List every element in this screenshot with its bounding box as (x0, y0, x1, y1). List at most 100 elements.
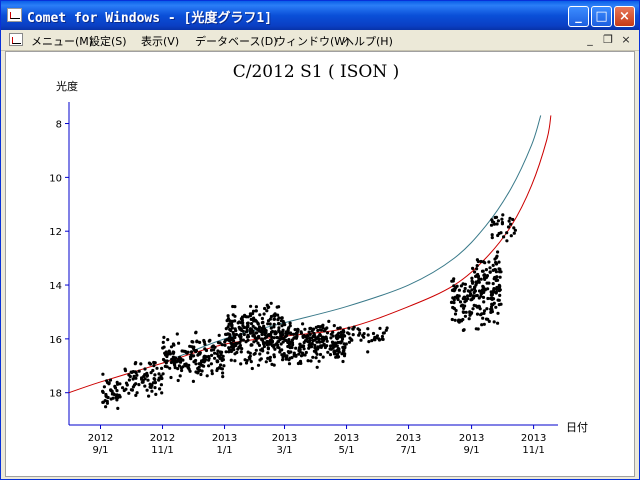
maximize-button[interactable]: □ (591, 6, 612, 27)
observation-point (210, 369, 214, 373)
menu-menu[interactable]: メニュー(M) (31, 35, 94, 48)
observation-point (143, 377, 147, 381)
observation-point (244, 340, 248, 344)
observation-point (235, 341, 240, 345)
observation-point (200, 359, 204, 363)
observation-point (224, 332, 228, 336)
observation-point (352, 325, 356, 329)
observation-point (453, 318, 457, 322)
observation-point (472, 303, 476, 307)
observation-point (261, 349, 265, 353)
mdi-restore-button[interactable]: ❐ (603, 33, 613, 46)
observation-point (263, 306, 267, 311)
observation-point (495, 222, 499, 226)
observation-point (223, 340, 227, 344)
observation-point (270, 335, 274, 339)
observation-point (277, 305, 281, 309)
title-bar[interactable]: Comet for Windows - [光度グラフ1] _ □ × (1, 1, 639, 30)
observation-point (494, 260, 498, 265)
observation-point (506, 225, 511, 229)
observation-point (256, 363, 261, 367)
observation-point (453, 312, 458, 316)
observation-point (221, 375, 225, 379)
observation-point (264, 360, 268, 364)
observation-point (112, 393, 117, 397)
observation-point (137, 369, 141, 373)
observation-point (318, 340, 322, 344)
observation-point (359, 338, 363, 342)
observation-point (450, 288, 455, 292)
observation-point (288, 321, 292, 325)
observation-point (260, 332, 264, 337)
observation-point (496, 311, 500, 315)
observation-point (238, 335, 242, 339)
observation-point (314, 336, 318, 341)
observation-point (490, 233, 494, 237)
observation-point (189, 357, 193, 361)
observation-point (262, 344, 266, 349)
observation-point (482, 322, 486, 326)
observation-point (485, 281, 489, 285)
observation-point (268, 317, 272, 321)
observation-point (177, 364, 181, 368)
app-icon[interactable] (7, 8, 22, 22)
observation-point (329, 344, 333, 348)
observation-point (179, 359, 183, 363)
observation-point (496, 321, 500, 325)
observation-point (490, 297, 494, 301)
observation-point (150, 389, 154, 393)
observation-point (463, 300, 467, 304)
observation-point (256, 336, 260, 340)
close-button[interactable]: × (614, 6, 635, 27)
y-tick-label: 12 (49, 227, 62, 238)
observation-point (105, 401, 109, 405)
observation-point (497, 298, 501, 302)
observation-point (336, 355, 341, 359)
minimize-button[interactable]: _ (568, 6, 589, 27)
observation-point (497, 267, 501, 271)
observation-point (164, 361, 168, 365)
observation-point (315, 365, 319, 369)
observation-point (249, 322, 254, 326)
observation-point (139, 362, 143, 366)
menu-database[interactable]: データベース(D) (195, 35, 278, 48)
observation-point (267, 356, 272, 360)
child-window-icon[interactable] (9, 33, 23, 46)
observation-point (481, 316, 485, 320)
menu-settings[interactable]: 設定(S) (89, 35, 127, 48)
observation-point (501, 213, 505, 217)
observation-point (228, 336, 232, 340)
y-tick-label: 14 (49, 281, 62, 292)
observation-point (482, 287, 487, 291)
observation-point (114, 395, 118, 399)
menu-window[interactable]: ウィンドウ(W) (275, 35, 350, 48)
observation-point (484, 268, 488, 272)
observation-point (207, 364, 211, 368)
x-tick-label-year: 2013 (212, 433, 237, 444)
menu-view[interactable]: 表示(V) (141, 35, 180, 48)
observation-point (366, 333, 370, 337)
observation-point (130, 388, 134, 392)
observation-point (280, 316, 284, 320)
observation-point (172, 350, 176, 354)
observation-point (207, 339, 211, 343)
mdi-close-button[interactable]: × (621, 33, 631, 46)
observation-point (251, 324, 255, 328)
observation-point (489, 223, 494, 227)
observation-point (491, 282, 495, 286)
observation-point (159, 383, 163, 387)
observation-point (143, 384, 147, 388)
mdi-minimize-button[interactable]: _ (587, 33, 593, 46)
observation-point (202, 355, 206, 359)
observation-point (123, 367, 127, 371)
observation-point (215, 359, 219, 363)
observation-point (151, 368, 155, 373)
observation-point (157, 372, 161, 376)
observation-point (273, 312, 277, 316)
observation-point (267, 305, 271, 309)
menu-help[interactable]: ヘルプ(H) (343, 35, 393, 48)
observation-point (266, 351, 270, 355)
observation-point (245, 321, 250, 325)
observation-point (210, 345, 214, 349)
